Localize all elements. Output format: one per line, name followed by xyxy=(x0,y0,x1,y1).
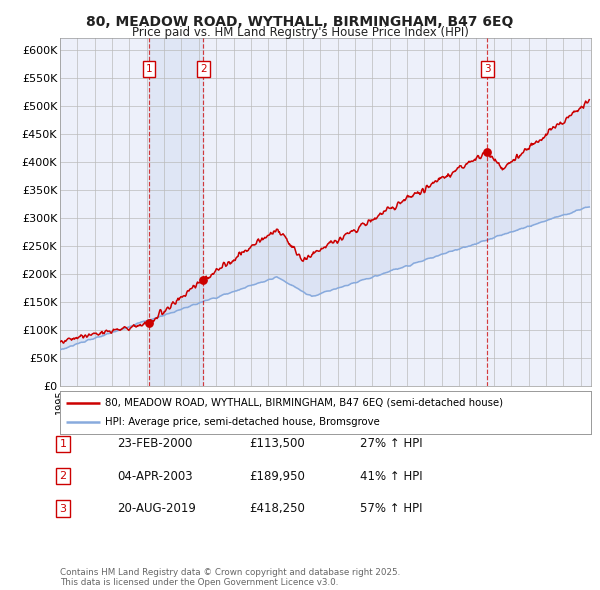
Text: 23-FEB-2000: 23-FEB-2000 xyxy=(117,437,193,450)
Text: 04-APR-2003: 04-APR-2003 xyxy=(117,470,193,483)
Point xyxy=(199,275,208,284)
Text: 3: 3 xyxy=(59,504,67,513)
Text: Price paid vs. HM Land Registry's House Price Index (HPI): Price paid vs. HM Land Registry's House … xyxy=(131,26,469,39)
Text: 20-AUG-2019: 20-AUG-2019 xyxy=(117,502,196,515)
Text: 2: 2 xyxy=(200,64,206,74)
Text: 1: 1 xyxy=(146,64,152,74)
Point xyxy=(145,318,154,327)
Text: 2: 2 xyxy=(59,471,67,481)
Bar xyxy=(149,38,203,386)
Text: £418,250: £418,250 xyxy=(249,502,305,515)
Text: 27% ↑ HPI: 27% ↑ HPI xyxy=(360,437,422,450)
Text: 80, MEADOW ROAD, WYTHALL, BIRMINGHAM, B47 6EQ (semi-detached house): 80, MEADOW ROAD, WYTHALL, BIRMINGHAM, B4… xyxy=(105,398,503,408)
Text: £113,500: £113,500 xyxy=(249,437,305,450)
Text: 80, MEADOW ROAD, WYTHALL, BIRMINGHAM, B47 6EQ: 80, MEADOW ROAD, WYTHALL, BIRMINGHAM, B4… xyxy=(86,15,514,29)
Text: HPI: Average price, semi-detached house, Bromsgrove: HPI: Average price, semi-detached house,… xyxy=(105,417,380,427)
Text: Contains HM Land Registry data © Crown copyright and database right 2025.
This d: Contains HM Land Registry data © Crown c… xyxy=(60,568,400,587)
Text: 3: 3 xyxy=(484,64,491,74)
Text: £189,950: £189,950 xyxy=(249,470,305,483)
Text: 1: 1 xyxy=(59,439,67,448)
Text: 41% ↑ HPI: 41% ↑ HPI xyxy=(360,470,422,483)
Point xyxy=(482,147,492,156)
Text: 57% ↑ HPI: 57% ↑ HPI xyxy=(360,502,422,515)
